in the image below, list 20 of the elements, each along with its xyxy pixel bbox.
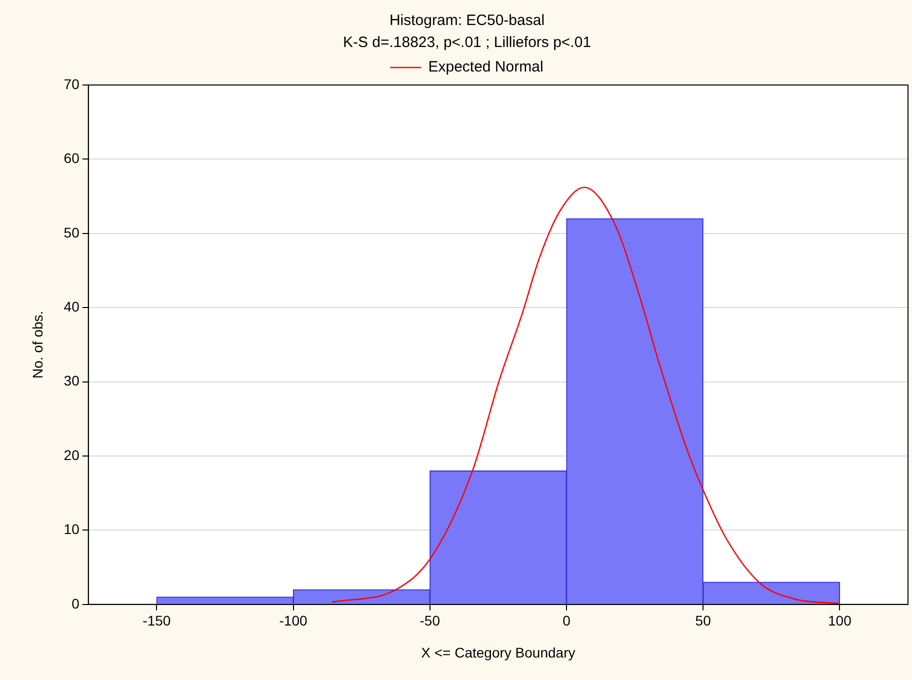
legend-label: Expected Normal — [428, 58, 544, 76]
x-tick-label: 0 — [562, 612, 571, 629]
y-tick-label: 10 — [64, 521, 80, 538]
y-tick-label: 40 — [64, 298, 80, 314]
y-tick-label: 50 — [64, 224, 80, 240]
y-tick-label: 60 — [64, 150, 80, 166]
y-tick-label: 20 — [64, 446, 80, 463]
y-tick-label: 0 — [72, 595, 80, 612]
line-series — [331, 186, 840, 604]
x-tick-label: 100 — [828, 612, 852, 629]
y-tick-label: 70 — [64, 76, 80, 92]
chart-title: Histogram: EC50-basal — [389, 12, 545, 30]
x-tick-label: -50 — [420, 612, 440, 629]
x-axis-title: X <= Category Boundary — [421, 644, 576, 660]
x-tick-label: -100 — [279, 612, 308, 629]
y-axis-title: No. of obs. — [29, 310, 46, 379]
y-tick-label: 30 — [64, 372, 80, 389]
x-tick-label: 50 — [695, 612, 712, 629]
chart-subtitle: K-S d=.18823, p<.01 ; Lilliefors p<.01 — [342, 34, 592, 52]
x-tick-label: -150 — [142, 612, 171, 629]
